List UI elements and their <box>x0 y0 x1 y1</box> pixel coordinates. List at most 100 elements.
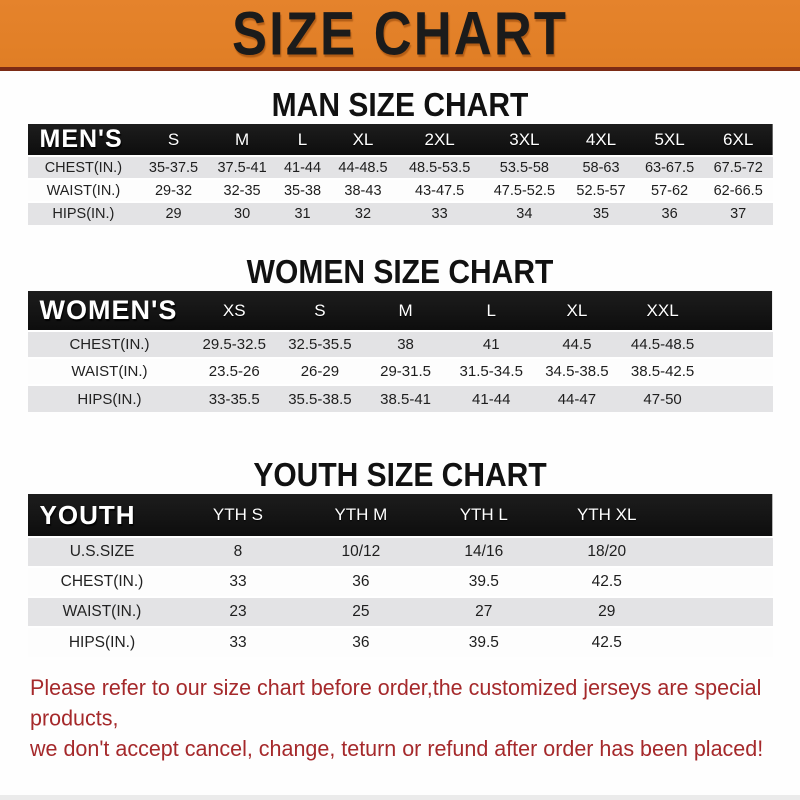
spacer-cell <box>668 537 772 567</box>
size-column-header: XXL <box>646 300 679 320</box>
spacer-cell <box>705 331 772 358</box>
table-title-cell: MEN'S <box>39 125 123 153</box>
size-value-cell: 14/16 <box>464 543 504 560</box>
size-value-cell: 47.5-52.5 <box>493 182 556 199</box>
size-value-cell: 30 <box>234 206 251 222</box>
size-column-header: YTH XL <box>576 505 637 524</box>
size-value-cell: 34 <box>516 206 533 222</box>
man-section-heading: MAN SIZE CHART <box>271 87 529 124</box>
row-label: CHEST(IN.) <box>60 573 144 590</box>
size-column-header: M <box>234 129 250 149</box>
size-value-cell: 33-35.5 <box>208 390 260 408</box>
table-title-cell: YOUTH <box>39 499 136 530</box>
measurement-row: WAIST(IN.) 23.5-26 26-29 29-31.5 31.5-34.5 34… <box>27 358 773 385</box>
size-value-cell: 39.5 <box>468 633 499 651</box>
size-value-cell: 32-35 <box>223 182 261 199</box>
size-value-cell: 32.5-35.5 <box>288 336 352 353</box>
row-label: WAIST(IN.) <box>46 182 121 199</box>
measurement-row: CHEST(IN.) 35-37.5 37.5-41 41-44 44-48.5 48.5… <box>27 156 773 179</box>
row-label: U.S.SIZE <box>69 543 135 560</box>
measurement-row: HIPS(IN.) 29 30 31 32 33 34 35 36 37 <box>27 202 773 225</box>
size-column-header: XL <box>566 300 588 320</box>
size-value-cell: 36 <box>352 633 370 651</box>
size-value-cell: 29 <box>598 603 616 620</box>
size-column-header: 2XL <box>424 129 455 149</box>
size-value-cell: 47-50 <box>643 390 682 408</box>
size-value-cell: 26-29 <box>300 363 340 380</box>
row-label: HIPS(IN.) <box>68 633 136 651</box>
spacer-cell <box>705 358 772 385</box>
size-value-cell: 52.5-57 <box>576 182 626 199</box>
disclaimer-line-1: Please refer to our size chart before or… <box>30 675 762 731</box>
size-value-cell: 53.5-58 <box>499 159 549 176</box>
size-value-cell: 38 <box>397 336 414 353</box>
size-value-cell: 33 <box>431 206 448 222</box>
size-column-header: YTH M <box>334 505 388 524</box>
row-label: HIPS(IN.) <box>52 206 115 222</box>
row-label: CHEST(IN.) <box>44 159 123 176</box>
disclaimer-line-2: we don't accept cancel, change, teturn o… <box>30 736 764 762</box>
measurement-row: WAIST(IN.) 23 25 27 29 <box>27 597 773 627</box>
size-value-cell: 67.5-72 <box>713 159 763 176</box>
size-column-header: YTH L <box>459 505 508 524</box>
size-value-cell: 62-66.5 <box>713 182 763 199</box>
size-value-cell: 35 <box>592 206 610 222</box>
size-value-cell: 31 <box>294 206 311 222</box>
size-value-cell: 18/20 <box>587 543 627 560</box>
size-value-cell: 10/12 <box>341 543 381 560</box>
size-value-cell: 32 <box>354 206 372 222</box>
size-value-cell: 41-44 <box>283 159 322 176</box>
spacer-cell <box>668 494 772 537</box>
size-value-cell: 34.5-38.5 <box>545 363 609 380</box>
size-value-cell: 63-67.5 <box>644 159 695 176</box>
measurement-row: CHEST(IN.) 33 36 39.5 42.5 <box>27 567 773 597</box>
size-column-header: M <box>398 300 413 320</box>
size-column-header: L <box>486 300 496 320</box>
spacer-cell <box>668 627 772 657</box>
size-value-cell: 33 <box>229 573 247 590</box>
women-size-table: WOMEN'S XS S M L XL XXL CHEST(IN.) 29.5-32.5 32.5… <box>27 291 773 412</box>
size-value-cell: 33 <box>229 633 247 651</box>
size-value-cell: 25 <box>352 603 370 620</box>
size-value-cell: 42.5 <box>591 633 622 651</box>
measurement-row: HIPS(IN.) 33 36 39.5 42.5 <box>27 627 773 657</box>
row-label: WAIST(IN.) <box>62 603 142 620</box>
size-column-header: L <box>297 129 308 149</box>
size-value-cell: 38-43 <box>344 182 382 199</box>
spacer-cell <box>705 291 772 331</box>
size-value-cell: 31.5-34.5 <box>459 363 523 380</box>
size-value-cell: 44.5 <box>562 336 592 353</box>
size-header-row: WOMEN'S XS S M L XL XXL <box>27 291 773 331</box>
size-value-cell: 41-44 <box>472 390 511 408</box>
youth-size-section: YOUTH SIZE CHART YOUTH YTH S YTH M YTH L YTH… <box>0 457 800 657</box>
size-value-cell: 42.5 <box>591 573 622 590</box>
size-value-cell: 41 <box>482 336 500 353</box>
footer-disclaimer: Please refer to our size chart before or… <box>30 673 800 764</box>
banner: SIZE CHART <box>0 0 800 71</box>
size-value-cell: 23 <box>229 603 247 620</box>
size-value-cell: 39.5 <box>468 573 499 590</box>
size-value-cell: 35-37.5 <box>148 159 199 176</box>
women-section-heading: WOMEN SIZE CHART <box>246 254 554 291</box>
spacer-cell <box>705 385 772 412</box>
row-label: WAIST(IN.) <box>71 363 148 380</box>
size-value-cell: 44.5-48.5 <box>630 336 695 353</box>
size-value-cell: 35-38 <box>283 182 322 199</box>
size-column-header: S <box>314 300 326 320</box>
page-title: SIZE CHART <box>232 0 568 68</box>
man-size-table: MEN'S S M L XL 2XL 3XL 4XL 5XL 6XL CHEST(IN.) 35-37… <box>27 124 773 225</box>
size-column-header: 5XL <box>654 129 685 149</box>
image-bottom-edge <box>0 795 800 800</box>
youth-size-table: YOUTH YTH S YTH M YTH L YTH XL U.S.SIZE 8 10/12… <box>27 494 773 657</box>
size-column-header: 3XL <box>509 129 540 149</box>
spacer-cell <box>668 567 772 597</box>
women-size-section: WOMEN SIZE CHART WOMEN'S XS S M L XL XXL CHEST(… <box>0 254 800 412</box>
youth-section-heading: YOUTH SIZE CHART <box>253 457 547 494</box>
size-value-cell: 38.5-41 <box>380 390 431 408</box>
size-column-header: 4XL <box>585 129 617 149</box>
size-column-header: S <box>167 129 180 149</box>
measurement-row: U.S.SIZE 8 10/12 14/16 18/20 <box>27 537 773 567</box>
size-value-cell: 35.5-38.5 <box>288 390 352 408</box>
size-value-cell: 29-31.5 <box>380 363 431 380</box>
